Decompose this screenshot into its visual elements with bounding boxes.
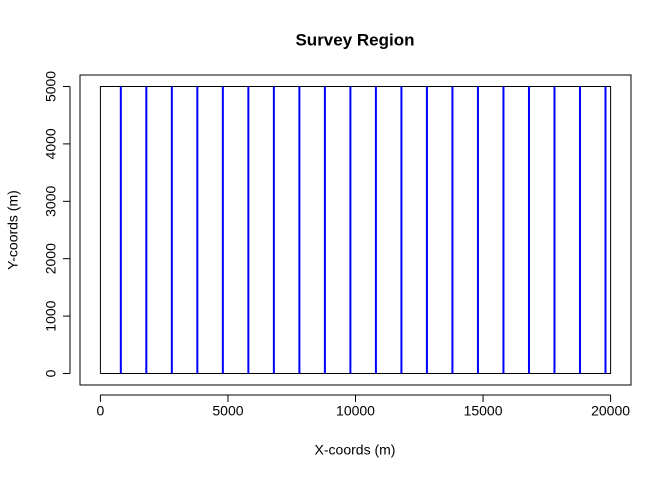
y-tick-label: 5000: [43, 71, 59, 102]
x-tick-label: 0: [97, 403, 105, 419]
x-tick-label: 20000: [591, 403, 630, 419]
y-tick-label: 4000: [43, 128, 59, 159]
y-tick-label: 0: [43, 369, 59, 377]
y-tick-label: 3000: [43, 186, 59, 217]
y-tick-label: 2000: [43, 243, 59, 274]
x-tick-label: 10000: [336, 403, 375, 419]
y-axis-label: Y-coords (m): [5, 190, 21, 270]
x-tick-label: 15000: [464, 403, 503, 419]
y-tick-label: 1000: [43, 300, 59, 331]
chart-title: Survey Region: [295, 30, 414, 49]
region-outline: [99, 85, 612, 375]
x-tick-label: 5000: [212, 403, 243, 419]
plot-box: [79, 74, 632, 386]
x-axis-label: X-coords (m): [315, 442, 396, 458]
